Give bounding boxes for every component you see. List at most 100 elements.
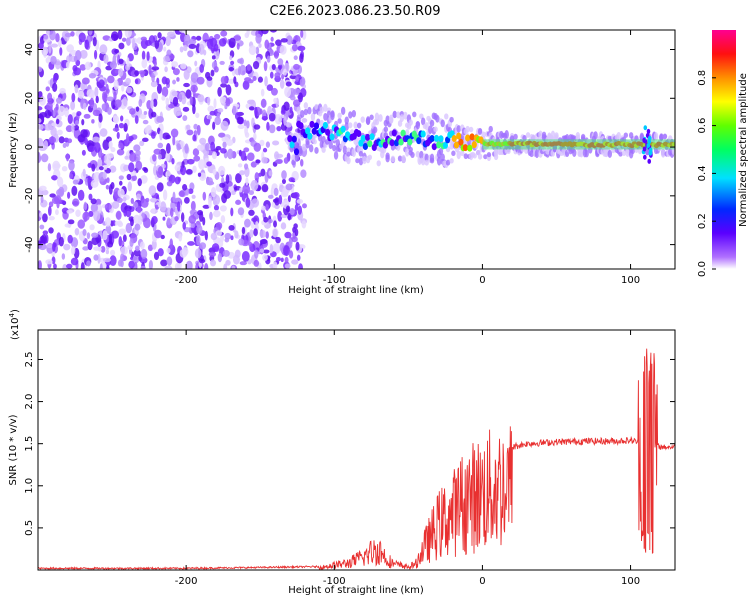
snr-x-ticks: -200 -100 0 100: [175, 330, 640, 587]
noise-blob: [174, 176, 181, 185]
snr-y-axis-label: SNR (10 * v/v): [8, 414, 19, 485]
y-tick-label: -40: [24, 236, 35, 252]
y-tick-label: 40: [24, 43, 35, 56]
noise-blob: [111, 98, 116, 110]
halo-blob: [429, 157, 435, 164]
noise-blob: [116, 131, 120, 140]
noise-blob: [103, 164, 108, 170]
noise-blob: [114, 99, 122, 108]
noise-blob: [233, 35, 242, 41]
noise-blob: [135, 149, 141, 157]
noise-blob: [273, 50, 279, 59]
halo-blob: [351, 110, 357, 118]
noise-blob: [113, 79, 119, 91]
noise-blob: [247, 79, 254, 84]
noise-blob: [218, 165, 226, 176]
carrier-band: [532, 139, 536, 150]
noise-blob: [119, 180, 123, 186]
halo-blob: [433, 126, 438, 133]
carrier-blob: [467, 144, 473, 152]
carrier-band: [544, 139, 548, 150]
carrier-band: [612, 139, 616, 150]
noise-blob: [225, 259, 231, 266]
noise-blob: [74, 228, 80, 236]
noise-blob: [231, 265, 236, 269]
carrier-blob: [287, 135, 293, 143]
noise-blob: [220, 76, 227, 85]
noise-blob: [172, 68, 180, 76]
carrier-band: [657, 139, 661, 150]
noise-blob: [67, 114, 73, 124]
noise-blob: [165, 142, 171, 154]
noise-blob: [144, 126, 152, 135]
noise-blob: [251, 198, 260, 208]
halo-blob: [653, 132, 659, 141]
noise-blob: [40, 195, 44, 204]
noise-blob: [152, 98, 158, 107]
noise-blob: [67, 191, 71, 199]
noise-blob: [157, 248, 164, 257]
noise-blob: [253, 259, 260, 267]
carrier-band: [523, 139, 527, 150]
noise-blob: [64, 223, 71, 228]
noise-blob: [277, 64, 283, 70]
noise-blob: [289, 74, 297, 80]
noise-blob: [243, 147, 250, 153]
noise-blob: [38, 139, 44, 149]
halo-blob: [477, 128, 483, 135]
noise-blob: [111, 230, 120, 239]
noise-blob: [56, 129, 63, 136]
snr-panel: -200 -100 0 100 0.5 1.0 1.5 2.0 2.5 Height of s…: [8, 309, 676, 596]
carrier-band: [672, 139, 675, 150]
noise-blob: [118, 175, 124, 180]
halo-blob: [429, 119, 435, 127]
carrier-blob: [433, 134, 440, 142]
noise-blob: [140, 36, 147, 41]
noise-blob: [174, 215, 179, 222]
noise-blob: [74, 84, 79, 94]
noise-blob: [292, 99, 301, 107]
halo-blob: [584, 149, 589, 158]
noise-blob: [273, 97, 278, 104]
halo-blob: [483, 154, 488, 160]
snr-series: [38, 348, 675, 570]
noise-blob: [216, 112, 221, 119]
noise-blob: [118, 58, 124, 65]
halo-blob: [342, 145, 348, 155]
noise-blob: [296, 199, 304, 204]
spectrogram-x-ticks: -200 -100 0 100: [175, 30, 640, 286]
carrier-band: [589, 139, 593, 150]
carrier-blob: [398, 138, 404, 146]
noise-blob: [140, 248, 148, 259]
halo-blob: [383, 126, 389, 133]
noise-blob: [253, 228, 258, 237]
halo-blob: [415, 121, 421, 130]
halo-blob: [408, 119, 413, 126]
noise-blob: [83, 113, 91, 119]
spike-blob: [646, 128, 651, 134]
noise-blob: [157, 32, 162, 39]
noise-blob: [176, 143, 181, 151]
noise-blob: [156, 115, 164, 123]
noise-blob: [226, 139, 234, 147]
noise-blob: [240, 150, 247, 162]
noise-blob: [58, 236, 64, 247]
noise-blob: [183, 34, 191, 46]
carrier-band: [654, 139, 658, 150]
noise-blob: [284, 263, 291, 269]
noise-blob: [298, 263, 303, 269]
noise-blob: [239, 170, 245, 176]
halo-blob: [424, 159, 429, 166]
noise-blob: [293, 55, 298, 60]
noise-blob: [215, 222, 223, 230]
noise-blob: [161, 95, 166, 101]
noise-blob: [55, 97, 63, 104]
halo-blob: [356, 122, 362, 129]
halo-blob: [488, 125, 493, 133]
noise-blob: [178, 233, 183, 242]
noise-blob: [188, 38, 197, 45]
carrier-band: [624, 139, 628, 150]
noise-blob: [134, 70, 140, 77]
colorbar-tick-label: 0.4: [697, 165, 708, 181]
y-tick-label: -20: [24, 188, 35, 204]
